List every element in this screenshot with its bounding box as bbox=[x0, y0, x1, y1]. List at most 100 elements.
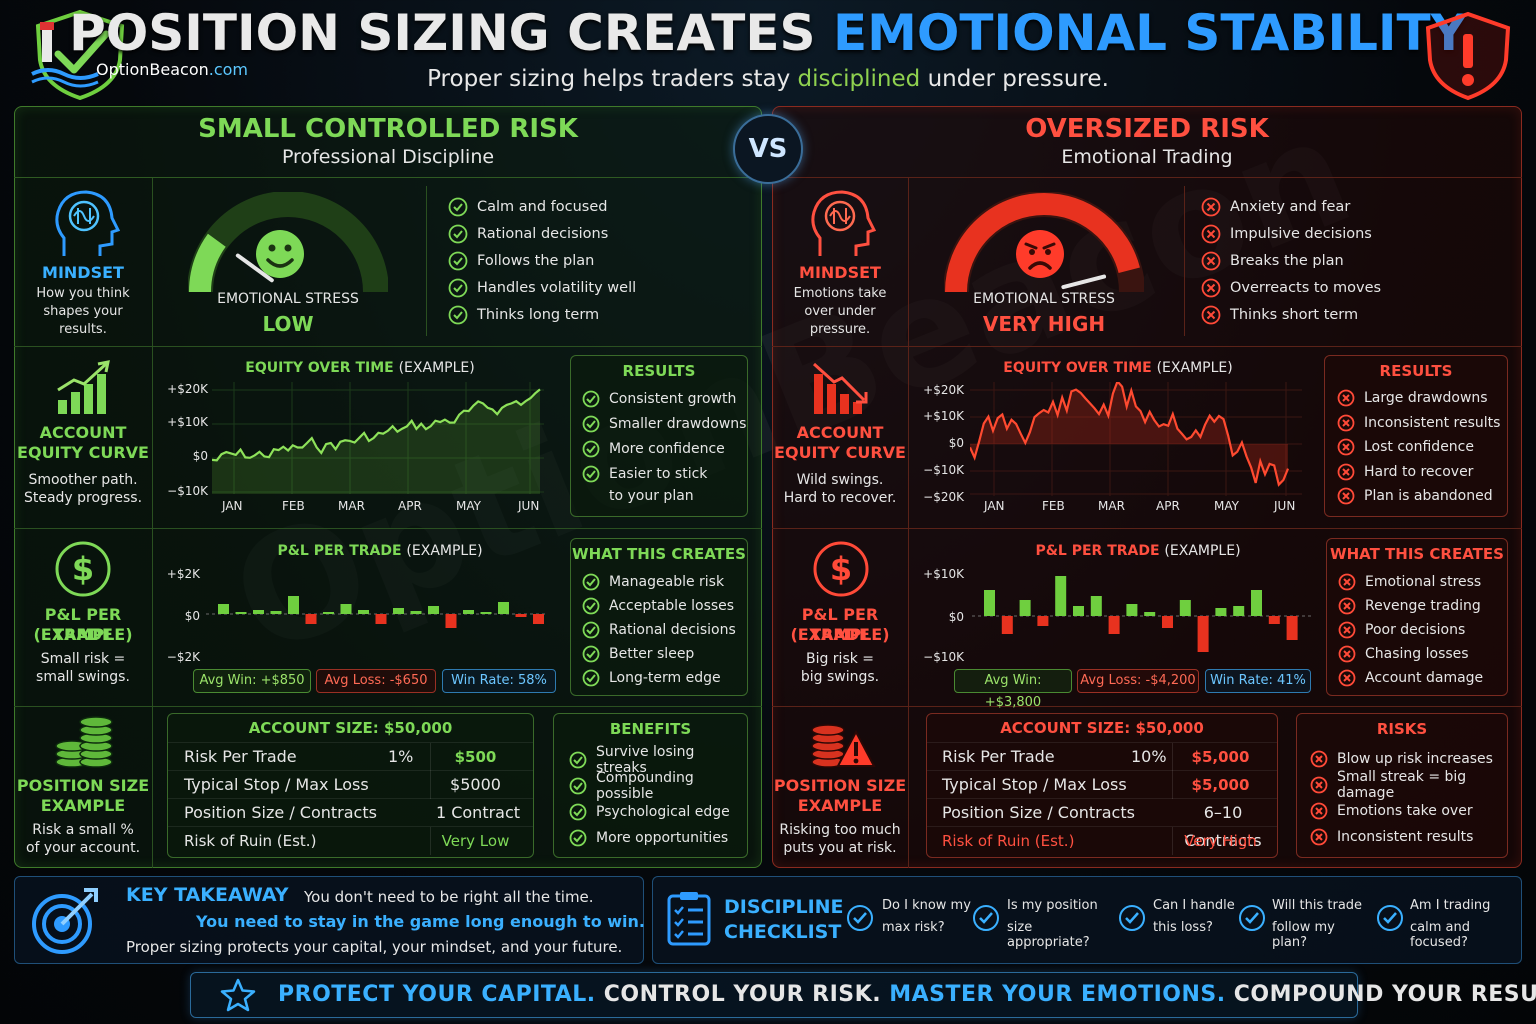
right-panel-subtitle: Emotional Trading bbox=[1061, 146, 1233, 168]
check-circle-icon bbox=[448, 197, 468, 216]
list-item: Handles volatility well bbox=[448, 274, 748, 301]
left-account-rows: Risk Per Trade 1% $500 Typical Stop / Ma… bbox=[168, 742, 533, 856]
right-pnl-desc-1: Big risk = bbox=[805, 651, 875, 667]
pnl-bar bbox=[1251, 590, 1262, 616]
check-circle-icon bbox=[569, 751, 587, 769]
pnl-bar bbox=[480, 612, 492, 614]
list-item: Calm and focused bbox=[448, 193, 748, 220]
x-tick: JAN bbox=[984, 499, 1005, 513]
list-item: Thinks long term bbox=[448, 301, 748, 328]
x-circle-icon bbox=[1310, 750, 1328, 768]
x-circle-icon bbox=[1201, 197, 1221, 216]
check-circle-icon bbox=[582, 465, 600, 482]
head-brain-icon bbox=[811, 190, 876, 256]
right-panel-header bbox=[772, 106, 1522, 178]
list-item: Follows the plan bbox=[448, 247, 748, 274]
right-mindset-title: MINDSET bbox=[799, 263, 881, 282]
list-item: Easier to stick bbox=[582, 461, 748, 486]
right-avg-loss: Avg Loss: -$4,200 bbox=[1077, 669, 1199, 693]
right-pnl-desc-2: big swings. bbox=[800, 669, 880, 685]
warning-shield-icon bbox=[1425, 11, 1511, 101]
check-circle-icon bbox=[1377, 905, 1403, 931]
list-item: Account damage bbox=[1338, 666, 1508, 690]
list-item: Chasing losses bbox=[1338, 642, 1508, 666]
right-win-rate: Win Rate: 41% bbox=[1205, 669, 1311, 693]
table-row: Risk of Ruin (Est.) Very Low bbox=[168, 826, 533, 855]
pnl-bar bbox=[1286, 616, 1298, 640]
left-equity-title: ACCOUNT bbox=[39, 423, 127, 442]
y-tick: +$2K bbox=[166, 567, 200, 581]
x-tick: FEB bbox=[282, 499, 305, 513]
x-circle-icon bbox=[1337, 487, 1355, 505]
check-circle-icon bbox=[1239, 905, 1265, 931]
list-item: Acceptable losses bbox=[582, 594, 748, 618]
pnl-bar bbox=[393, 608, 404, 614]
x-circle-icon bbox=[1338, 669, 1356, 687]
list-item: Thinks short term bbox=[1201, 301, 1501, 328]
pnl-bar bbox=[270, 611, 282, 614]
left-panel-header bbox=[14, 106, 762, 178]
right-account-title: ACCOUNT SIZE: $50,000 bbox=[1000, 719, 1204, 737]
logo-text[interactable]: OptionBeacon.com bbox=[96, 60, 249, 79]
x-circle-icon bbox=[1310, 802, 1328, 820]
coins-warning-icon bbox=[811, 724, 876, 768]
left-pnl-desc-1: Small risk = bbox=[40, 651, 126, 667]
y-tick: −$20K bbox=[923, 490, 964, 504]
table-row: Typical Stop / Max Loss $5000 bbox=[168, 770, 533, 799]
checklist-item[interactable]: Can I handle this loss? bbox=[1118, 898, 1236, 942]
pnl-bar bbox=[358, 610, 369, 614]
list-item: Inconsistent results bbox=[1310, 824, 1508, 850]
checklist-item[interactable]: Am I trading calm and focused? bbox=[1376, 898, 1518, 950]
right-equity-xaxis: JAN FEB MAR APR MAY JUN bbox=[970, 499, 1302, 515]
x-tick: MAY bbox=[456, 499, 481, 513]
bottom-banner bbox=[190, 972, 1358, 1018]
x-tick: MAR bbox=[1098, 499, 1125, 513]
pnl-bar bbox=[984, 590, 995, 616]
pnl-bar bbox=[253, 610, 264, 614]
right-creates-box bbox=[1326, 538, 1508, 696]
right-equity-desc-1: Wild swings. bbox=[796, 472, 884, 488]
check-circle-icon bbox=[448, 305, 468, 324]
check-circle-icon bbox=[448, 251, 468, 270]
pnl-bar bbox=[218, 604, 229, 614]
key-takeaway-line-2: You need to stay in the game long enough… bbox=[196, 912, 645, 931]
table-row: Risk of Ruin (Est.) Very High bbox=[927, 826, 1277, 855]
check-circle-icon bbox=[582, 390, 600, 407]
pnl-bar bbox=[1144, 612, 1156, 616]
left-equity-desc-2: Steady progress. bbox=[23, 490, 143, 506]
coin-stack-icon bbox=[55, 716, 113, 768]
check-circle-icon bbox=[448, 278, 468, 297]
pnl-bar bbox=[1001, 616, 1013, 634]
right-equity-chart-title: EQUITY OVER TIME (EXAMPLE) bbox=[1003, 360, 1233, 376]
right-pnl-chart-title: P&L PER TRADE (EXAMPLE) bbox=[1035, 543, 1241, 559]
right-position-title-2: EXAMPLE bbox=[797, 796, 883, 815]
list-item: Rational decisions bbox=[582, 618, 748, 642]
left-creates-list: Manageable risk Acceptable losses Ration… bbox=[582, 570, 748, 690]
left-traits-list: Calm and focused Rational decisions Foll… bbox=[448, 193, 748, 328]
right-creates-list: Emotional stress Revenge trading Poor de… bbox=[1338, 570, 1508, 690]
x-circle-icon bbox=[1338, 573, 1356, 591]
checklist-item[interactable]: Do I know my max risk? bbox=[846, 898, 972, 942]
left-gauge-label: EMOTIONAL STRESS bbox=[217, 291, 359, 307]
checklist-item[interactable]: Is my position size appropriate? bbox=[972, 898, 1112, 950]
pnl-bar bbox=[305, 614, 317, 624]
left-equity-chart-title: EQUITY OVER TIME (EXAMPLE) bbox=[245, 360, 475, 376]
left-benefits-box bbox=[553, 713, 748, 858]
left-account-table: ACCOUNT SIZE: $50,000 Risk Per Trade 1% … bbox=[167, 713, 534, 858]
pnl-bar bbox=[1233, 606, 1245, 616]
check-circle-icon bbox=[1119, 905, 1145, 931]
rising-bars-icon bbox=[57, 360, 110, 414]
y-tick: +$20K bbox=[923, 383, 964, 397]
y-tick: −$10K bbox=[167, 484, 208, 498]
pnl-bar bbox=[323, 612, 334, 614]
check-circle-icon bbox=[569, 777, 587, 795]
check-circle-icon bbox=[847, 905, 873, 931]
key-takeaway-box bbox=[14, 876, 644, 964]
y-tick: +$10K bbox=[923, 567, 964, 581]
left-pnl-desc-2: small swings. bbox=[36, 669, 130, 685]
left-gauge-level: LOW bbox=[262, 312, 314, 336]
check-circle-icon bbox=[582, 573, 600, 591]
list-item: Plan is abandoned bbox=[1337, 484, 1507, 509]
checklist-item[interactable]: Will this trade follow my plan? bbox=[1238, 898, 1368, 950]
page-subtitle: Proper sizing helps traders stay discipl… bbox=[427, 66, 1109, 92]
